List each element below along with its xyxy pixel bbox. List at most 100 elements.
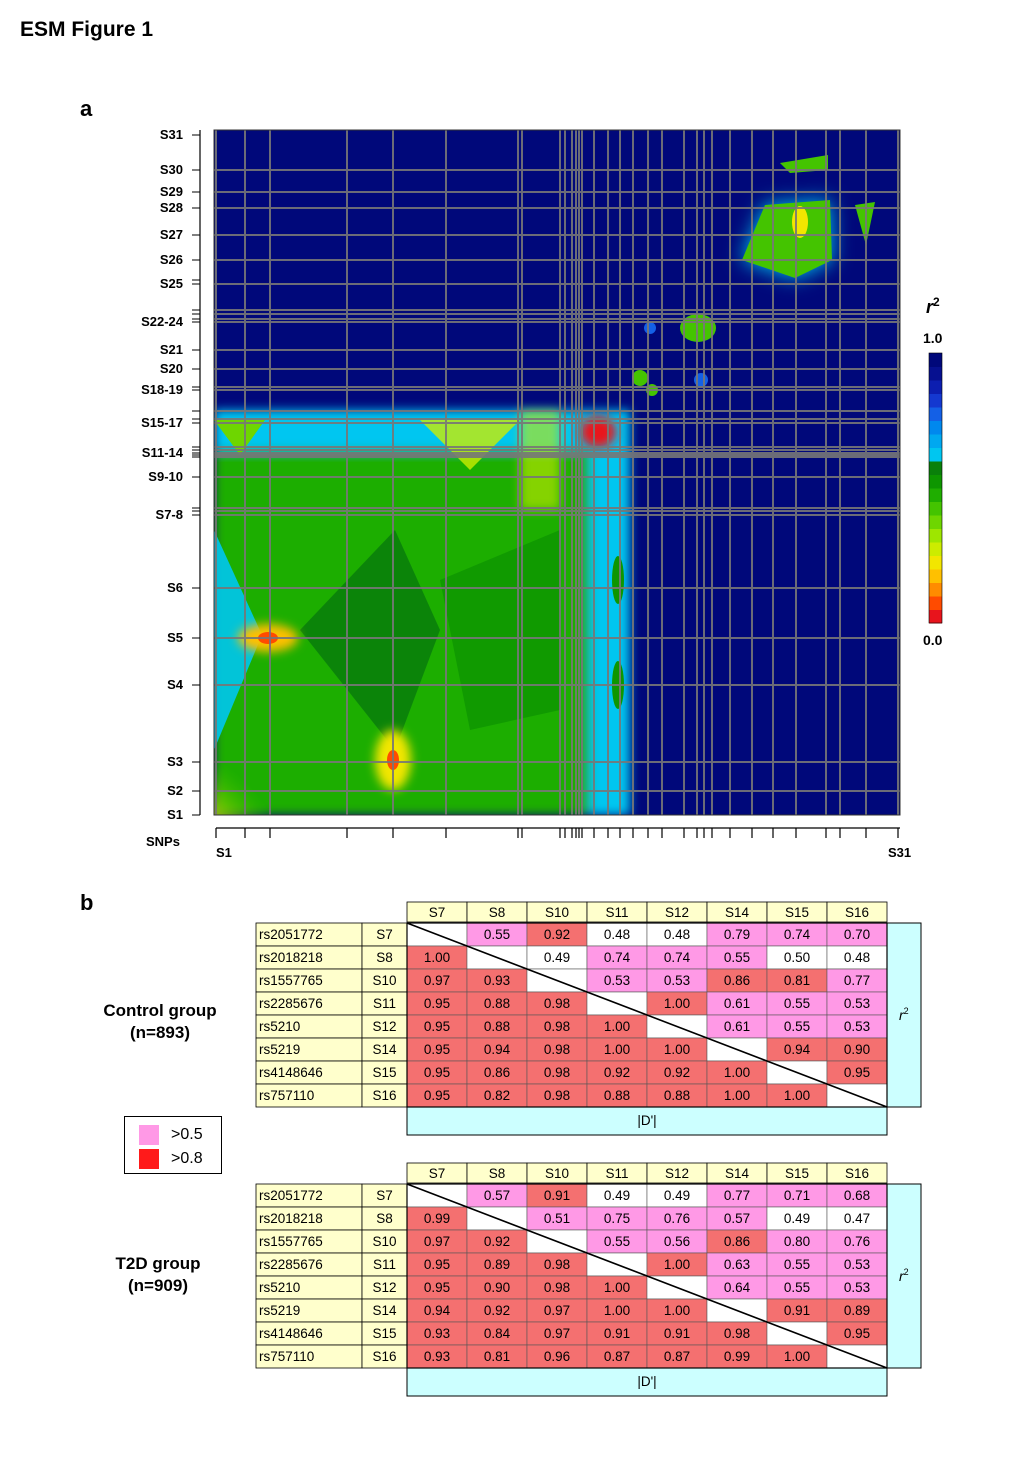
rs-id: rs5219 — [259, 1303, 300, 1318]
ld-value: 0.53 — [844, 1280, 870, 1295]
ld-value: 0.98 — [544, 1065, 570, 1080]
y-tick-label: S7-8 — [156, 507, 183, 522]
ld-value: 0.95 — [424, 1088, 450, 1103]
snp-label: S15 — [372, 1326, 396, 1341]
dprime-label: |D'| — [637, 1113, 656, 1128]
ld-value: 0.81 — [484, 1349, 510, 1364]
rs-id: rs757110 — [259, 1088, 314, 1103]
y-tick-label: S20 — [160, 361, 183, 376]
ld-value: 0.88 — [664, 1088, 690, 1103]
ld-value: 0.55 — [784, 1280, 810, 1295]
ld-value: 0.53 — [844, 1257, 870, 1272]
r2-label: r2 — [899, 1267, 909, 1284]
rs-id: rs2018218 — [259, 950, 323, 965]
ld-value: 1.00 — [784, 1088, 810, 1103]
ld-value: 0.61 — [724, 1019, 750, 1034]
col-header: S15 — [785, 905, 809, 920]
ld-value: 0.92 — [484, 1234, 510, 1249]
col-header: S7 — [429, 905, 446, 920]
ld-value: 1.00 — [724, 1088, 750, 1103]
colorbar-swatch — [929, 393, 942, 408]
ld-value: 0.49 — [784, 1211, 810, 1226]
x-label-start: S1 — [216, 845, 232, 860]
legend-item-08: >0.8 — [139, 1149, 203, 1169]
ld-value: 0.90 — [484, 1280, 510, 1295]
ld-value: 0.74 — [604, 950, 631, 965]
col-header: S16 — [845, 905, 869, 920]
y-tick-label: S6 — [167, 580, 183, 595]
ld-value: 0.98 — [544, 1042, 570, 1057]
snp-label: S12 — [372, 1280, 396, 1295]
ld-value: 0.61 — [724, 996, 750, 1011]
ld-value: 0.87 — [664, 1349, 690, 1364]
ld-value: 0.55 — [784, 1019, 810, 1034]
dprime-label: |D'| — [637, 1374, 656, 1389]
x-axis-name: SNPs — [146, 834, 180, 849]
col-header: S14 — [725, 1166, 750, 1181]
ld-value: 0.76 — [664, 1211, 690, 1226]
matrix-frame — [406, 1183, 888, 1369]
ld-value: 0.95 — [844, 1065, 870, 1080]
col-header: S15 — [785, 1166, 809, 1181]
rs-id: rs5219 — [259, 1042, 300, 1057]
ld-value: 1.00 — [604, 1303, 630, 1318]
ld-value: 1.00 — [784, 1349, 810, 1364]
y-tick-label: S2 — [167, 783, 183, 798]
ld-value: 1.00 — [664, 996, 690, 1011]
y-tick-label: S27 — [160, 227, 183, 242]
ld-value: 0.93 — [484, 973, 510, 988]
ld-value: 0.82 — [484, 1088, 510, 1103]
ld-legend: >0.5 >0.8 — [124, 1116, 222, 1174]
matrix-frame — [406, 922, 888, 1108]
colorbar-swatch — [929, 420, 942, 435]
r2-side-box — [886, 1183, 922, 1369]
panel-b-letter: b — [80, 890, 94, 915]
ld-value: 0.55 — [784, 996, 810, 1011]
ld-value: 0.88 — [484, 996, 510, 1011]
ld-value: 0.96 — [544, 1349, 570, 1364]
ld-value: 0.57 — [484, 1188, 510, 1203]
snp-label: S10 — [372, 1234, 396, 1249]
legend-swatch-pink — [139, 1125, 159, 1145]
col-header: S8 — [489, 1166, 506, 1181]
y-tick-label: S21 — [160, 342, 183, 357]
col-header: S10 — [545, 1166, 569, 1181]
snp-label: S7 — [376, 1188, 393, 1203]
ld-value: 1.00 — [604, 1280, 630, 1295]
y-tick-label: S26 — [160, 252, 183, 267]
y-tick-label: S18-19 — [141, 382, 183, 397]
diagonal-line — [406, 1183, 888, 1369]
rs-id: rs4148646 — [259, 1326, 323, 1341]
colorbar: r2 1.0 0.0 — [923, 295, 943, 648]
ld-value: 0.86 — [484, 1065, 510, 1080]
rs-id: rs1557765 — [259, 973, 323, 988]
ld-value: 0.94 — [484, 1042, 511, 1057]
ld-value: 0.91 — [664, 1326, 690, 1341]
ld-value: 0.86 — [724, 1234, 750, 1249]
ld-value: 0.98 — [544, 1019, 570, 1034]
ld-value: 0.48 — [844, 950, 870, 965]
colorbar-swatch — [929, 501, 942, 516]
panel-a-letter: a — [80, 96, 93, 121]
ld-value: 0.95 — [424, 1019, 450, 1034]
ld-value: 0.94 — [424, 1303, 451, 1318]
colorbar-swatch — [929, 488, 942, 502]
ld-value: 0.74 — [784, 927, 811, 942]
ld-value: 0.93 — [424, 1326, 450, 1341]
ld-value: 0.53 — [844, 1019, 870, 1034]
ld-value: 0.49 — [604, 1188, 630, 1203]
ld-value: 1.00 — [724, 1065, 750, 1080]
ld-value: 0.49 — [664, 1188, 690, 1203]
ld-value: 0.92 — [604, 1065, 630, 1080]
ld-value: 0.95 — [424, 1042, 450, 1057]
y-tick-label: S29 — [160, 184, 183, 199]
ld-table-control: S7 S8 S10 S11 S12 S14 S15 S16 r2 |D'| rs2051772 S7 0… — [255, 901, 922, 1136]
snp-label: S16 — [372, 1088, 396, 1103]
snp-label: S16 — [372, 1349, 396, 1364]
snp-label: S14 — [372, 1042, 397, 1057]
col-header: S7 — [429, 1166, 446, 1181]
r2-label: r2 — [899, 1006, 909, 1023]
ld-value: 0.87 — [604, 1349, 630, 1364]
t2d-group-label: T2D group (n=909) — [68, 1253, 248, 1297]
ld-value: 0.92 — [484, 1303, 510, 1318]
